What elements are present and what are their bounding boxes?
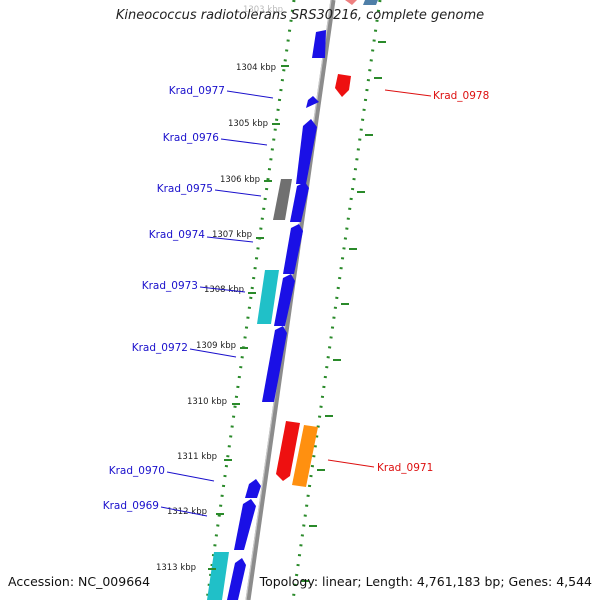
gene-krad-0975-blue [290, 182, 309, 222]
left-lane-dots [205, 0, 296, 600]
leader-line [226, 90, 274, 99]
kbp-label: 1311 kbp [177, 452, 217, 462]
kbp-label: 1306 kbp [220, 175, 260, 185]
gene-label[interactable]: Krad_0970 [109, 465, 165, 477]
gene-label[interactable]: Krad_0976 [163, 132, 220, 144]
leader-line [384, 89, 432, 97]
gene-blue-top [312, 30, 326, 58]
kbp-label: 1304 kbp [236, 63, 276, 73]
leader-line [220, 138, 268, 146]
gene-steel-top [363, 0, 378, 5]
gene-blue-bottom [227, 558, 246, 600]
gene-label[interactable]: Krad_0969 [103, 500, 159, 512]
gene-label[interactable]: Krad_0977 [169, 85, 225, 97]
gene-krad-0975-gray [273, 179, 292, 220]
kbp-label: 1303 kbp [243, 5, 283, 15]
gene-krad-0973-blue [274, 274, 295, 326]
gene-cyan-bottom [207, 552, 229, 600]
gene-pink-top [345, 0, 357, 5]
gene-krad-0971-red [276, 421, 300, 481]
kbp-label: 1305 kbp [228, 119, 268, 129]
kbp-tick-marks [208, 41, 386, 582]
gene-label[interactable]: Krad_0973 [142, 280, 198, 292]
gene-krad-0972 [262, 326, 287, 402]
leader-line [166, 471, 215, 482]
gene-label[interactable]: Krad_0972 [132, 342, 188, 354]
leader-line [206, 236, 254, 243]
accession-text: Accession: NC_009664 [8, 574, 151, 589]
gene-blue-small [306, 96, 319, 108]
gene-label[interactable]: Krad_0971 [377, 462, 433, 474]
right-lane-dots [291, 0, 382, 600]
gene-krad-0970 [245, 479, 261, 498]
leader-line [214, 189, 262, 197]
genome-title: Kineococcus radiotolerans SRS30216, comp… [115, 8, 485, 23]
gene-krad-0969 [234, 499, 256, 550]
gene-krad-0973-cyan [257, 270, 279, 324]
leader-line [160, 506, 208, 517]
topology-text: Topology: linear; Length: 4,761,183 bp; … [259, 574, 592, 589]
kbp-label: 1309 kbp [196, 341, 236, 351]
gene-krad-0974 [283, 224, 303, 274]
leader-line [189, 348, 237, 358]
gene-label[interactable]: Krad_0974 [149, 229, 206, 241]
gene-label[interactable]: Krad_0978 [433, 90, 489, 102]
gene-krad-0971-orange [292, 425, 318, 487]
kbp-label: 1313 kbp [156, 563, 196, 573]
kbp-label: 1310 kbp [187, 397, 227, 407]
gene-krad-0976 [296, 119, 317, 184]
leader-line [327, 459, 375, 468]
leader-line [199, 286, 246, 293]
gene-krad-0978 [335, 74, 351, 97]
gene-label[interactable]: Krad_0975 [157, 183, 213, 195]
kbp-label: 1307 kbp [212, 230, 252, 240]
